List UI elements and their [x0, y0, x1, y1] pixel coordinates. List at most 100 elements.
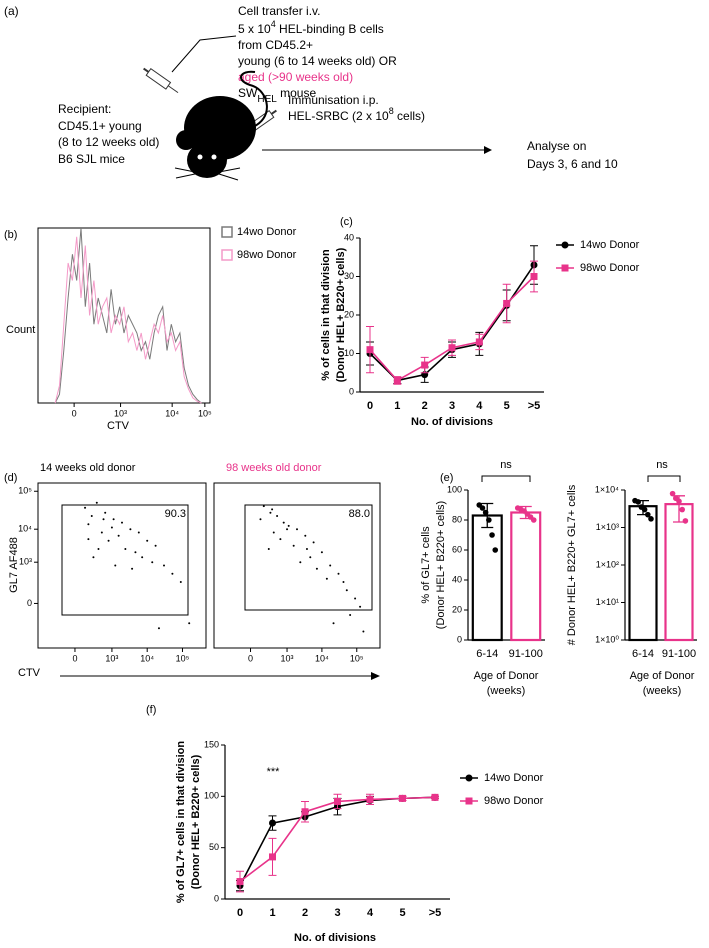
- plot-frame: [213, 482, 381, 649]
- legend-marker: [465, 774, 473, 782]
- x-tick-label: >5: [528, 400, 541, 412]
- event-dot: [107, 539, 110, 542]
- subscript: HEL: [257, 94, 277, 105]
- y-axis-label: % of GL7+ cells: [420, 526, 432, 604]
- superscript: 4: [271, 19, 276, 29]
- event-dot: [312, 541, 315, 544]
- recipient-text: B6 SJL mice: [58, 152, 125, 166]
- data-point: [486, 517, 492, 523]
- panel-label: (c): [340, 216, 353, 228]
- panel-label: (d): [4, 472, 17, 484]
- pointer-line: [171, 35, 237, 73]
- plot-frame: [37, 482, 207, 649]
- chart-title: 14 weeks old donor: [40, 462, 136, 474]
- event-dot: [112, 518, 115, 521]
- bar: [471, 514, 503, 642]
- syringe: [143, 67, 179, 94]
- event-dot: [117, 534, 120, 537]
- data-point: [648, 516, 654, 522]
- y-tick-label: 0: [27, 598, 32, 608]
- gate: [61, 504, 189, 616]
- x-axis-label: No. of divisions: [411, 416, 493, 428]
- gate-label: 88.0: [349, 508, 370, 520]
- arrow-head: [371, 672, 380, 680]
- data-point: [641, 506, 648, 513]
- event-dot: [87, 538, 90, 541]
- x-tick-label: 5: [399, 907, 405, 919]
- mouse-tail: [240, 70, 268, 129]
- event-dot: [146, 539, 149, 542]
- event-dot: [114, 564, 117, 567]
- legend-marker: [561, 264, 569, 272]
- recipient-text: (8 to 12 weeks old): [58, 135, 159, 149]
- y-tick-label: 80: [452, 514, 462, 524]
- event-dot: [359, 605, 362, 608]
- event-dot: [286, 528, 289, 531]
- event-dot: [92, 556, 95, 559]
- event-dot: [345, 589, 348, 592]
- x-tick-label: 0: [72, 408, 77, 418]
- panel-label: (a): [4, 4, 19, 18]
- event-dot: [362, 630, 365, 633]
- plot-frame: [37, 227, 211, 404]
- panel-label: (e): [440, 472, 453, 484]
- x-tick-label: 91-100: [509, 648, 543, 660]
- event-dot: [296, 528, 298, 531]
- x-axis-label: (weeks): [487, 685, 526, 697]
- x-tick-label: 10⁴: [315, 653, 329, 663]
- x-tick-label: 4: [367, 907, 374, 919]
- event-dot: [259, 518, 262, 521]
- event-dot: [276, 515, 279, 517]
- data-point: [475, 338, 483, 346]
- data-point: [269, 853, 276, 861]
- data-point: [236, 878, 244, 886]
- arrow-head: [484, 146, 492, 154]
- x-tick-label: 6-14: [476, 648, 498, 660]
- data-point: [679, 506, 685, 513]
- data-point: [682, 518, 689, 524]
- legend-label: 98wo Donor: [237, 249, 297, 261]
- x-tick-label: 0: [248, 653, 253, 663]
- event-dot: [124, 548, 127, 550]
- text-run: mouse: [277, 86, 317, 100]
- legend-label: 14wo Donor: [237, 226, 297, 238]
- y-tick-label: 20: [452, 604, 462, 614]
- event-dot: [102, 518, 105, 521]
- event-dot: [287, 524, 290, 527]
- text-run: HEL-binding B cells: [276, 22, 384, 36]
- data-point: [431, 793, 439, 801]
- x-tick-label: 1: [394, 400, 400, 412]
- x-tick-label: 2: [422, 400, 428, 412]
- y-tick-label: 1×10³: [596, 522, 619, 532]
- x-tick-label: 91-100: [662, 648, 696, 660]
- x-axis-label: Age of Donor: [630, 670, 695, 682]
- legend-swatch: [221, 249, 233, 261]
- y-tick-label: 0: [214, 893, 219, 903]
- y-tick-label: 150: [204, 739, 219, 749]
- panel-label: (f): [146, 704, 156, 716]
- mouse-head: [187, 142, 227, 178]
- event-dot: [87, 523, 90, 526]
- event-dot: [337, 572, 340, 575]
- legend-swatch: [221, 226, 233, 238]
- x-tick-label: 10⁵: [176, 653, 190, 663]
- x-tick-label: 10⁵: [350, 653, 364, 663]
- event-dot: [151, 561, 154, 564]
- event-dot: [325, 577, 328, 580]
- y-tick-label: 20: [344, 309, 354, 319]
- y-tick-label: 10: [344, 348, 354, 358]
- y-tick-label: 1×10²: [596, 559, 619, 569]
- analysis-text: Analyse on: [527, 139, 586, 153]
- gate: [244, 504, 373, 611]
- data-point: [530, 517, 537, 523]
- text-run: SW: [238, 86, 258, 100]
- text-run: cells): [394, 109, 425, 123]
- data-point: [676, 498, 682, 505]
- data-point: [645, 511, 651, 518]
- event-dot: [267, 548, 270, 550]
- event-dot: [90, 515, 93, 517]
- mouse: [174, 70, 268, 181]
- event-dot: [342, 581, 345, 583]
- annotation: ns: [500, 459, 512, 471]
- x-tick-label: 10⁴: [165, 408, 179, 418]
